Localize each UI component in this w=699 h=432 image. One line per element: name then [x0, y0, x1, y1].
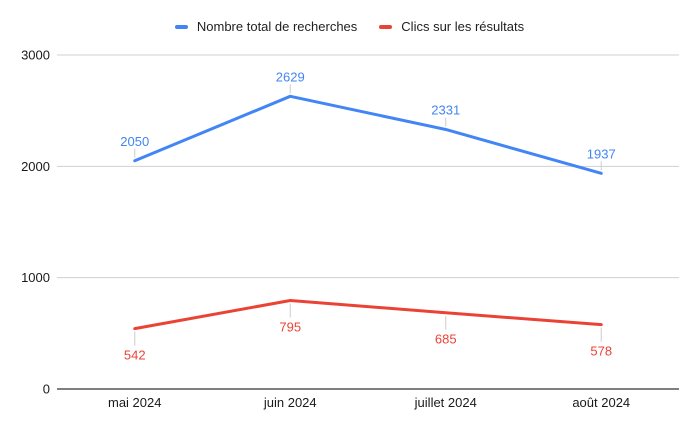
y-axis-label: 1000 [21, 270, 50, 285]
data-label: 685 [435, 332, 457, 347]
x-axis-label: juillet 2024 [414, 395, 477, 410]
legend-swatch-clics-icon [379, 24, 393, 29]
x-axis-label: mai 2024 [108, 395, 161, 410]
data-label: 2331 [431, 102, 460, 117]
data-label: 795 [279, 319, 301, 334]
y-axis-label: 3000 [21, 48, 50, 63]
y-axis-label: 2000 [21, 159, 50, 174]
series-line [133, 298, 603, 331]
legend-label-recherches: Nombre total de recherches [196, 19, 358, 34]
legend-label-clics: Clics sur les résultats [401, 19, 525, 34]
data-label: 2050 [120, 134, 149, 149]
legend-swatch-recherches-icon [174, 24, 188, 29]
y-axis-label: 0 [43, 382, 50, 397]
chart-legend: Nombre total de recherches Clics sur les… [0, 19, 699, 34]
x-axis-label: août 2024 [572, 395, 630, 410]
data-label: 578 [590, 344, 612, 359]
legend-item-recherches[interactable]: Nombre total de recherches [174, 19, 358, 34]
data-label: 1937 [587, 146, 616, 161]
data-label: 542 [124, 348, 146, 363]
data-label: 2629 [276, 69, 305, 84]
x-axis-label: juin 2024 [263, 395, 317, 410]
series-line [133, 94, 603, 175]
legend-item-clics[interactable]: Clics sur les résultats [379, 19, 524, 34]
